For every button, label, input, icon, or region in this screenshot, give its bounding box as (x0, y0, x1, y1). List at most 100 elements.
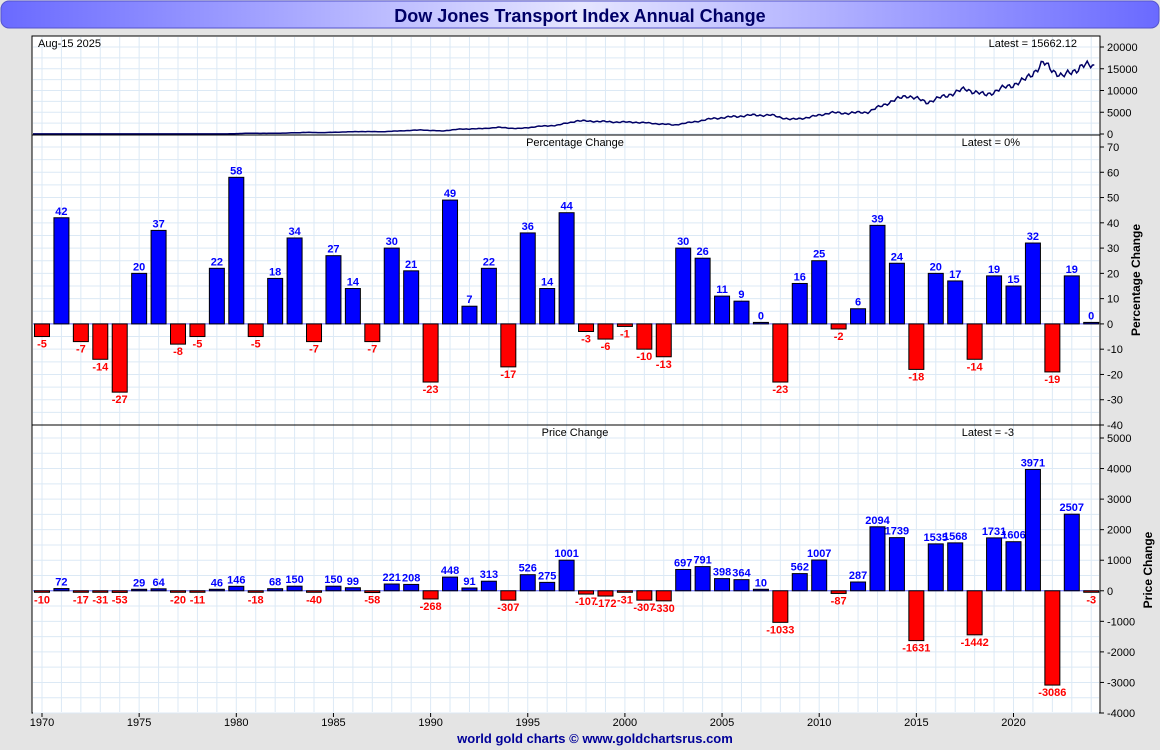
bar (908, 590, 925, 642)
percentage-panel: Percentage Change Latest = 0% Percentage… (33, 137, 1143, 432)
bar (208, 588, 225, 592)
bar (53, 217, 70, 325)
bar-value-label: -7 (76, 344, 86, 356)
y-tick-label: -3000 (1107, 677, 1135, 689)
bar (791, 573, 808, 592)
bar-value-label: 150 (324, 574, 342, 586)
bar-value-label: 791 (693, 555, 711, 567)
y-tick-label: -1000 (1107, 616, 1135, 628)
bar-value-label: 3971 (1021, 457, 1045, 469)
bar (888, 262, 905, 325)
bar-value-label: -40 (306, 594, 322, 606)
price-panel-title: Price Change (542, 427, 609, 439)
y-tick-label: 3000 (1107, 494, 1131, 506)
bar (675, 568, 692, 592)
bar (578, 590, 595, 595)
x-axis: 1970 1975 1980 1985 1990 1995 2000 2005 2010 2015… (30, 713, 1026, 729)
bar-value-label: 16 (794, 271, 806, 283)
bar-value-label: -1631 (902, 643, 930, 655)
bar (286, 237, 303, 325)
bar-value-label: 150 (285, 574, 303, 586)
bar (131, 272, 148, 325)
bar-value-label: 7 (466, 294, 472, 306)
y-tick-label: 2000 (1107, 525, 1131, 537)
price-latest-label: Latest = -3 (962, 427, 1014, 439)
price-panel: Price Change Latest = -3 Price Change 50… (33, 427, 1155, 720)
bar-value-label: 6 (855, 297, 861, 309)
bar (986, 537, 1003, 592)
bar (636, 590, 653, 601)
x-tick-label: 1975 (127, 717, 151, 729)
bar-value-label: -20 (170, 594, 186, 606)
bar-value-label: -172 (594, 598, 616, 610)
x-tick-label: 1980 (224, 717, 248, 729)
bar-value-label: -107 (575, 596, 597, 608)
bar (752, 588, 769, 592)
bar (597, 590, 614, 597)
y-tick-label: 20000 (1107, 42, 1138, 54)
bar (461, 587, 478, 592)
bar (364, 323, 381, 343)
bar (850, 581, 867, 592)
title-bar (0, 0, 1160, 29)
bar (325, 585, 342, 592)
bar (519, 574, 536, 592)
bar-value-label: 9 (738, 289, 744, 301)
bar (811, 260, 828, 325)
bar-value-label: 30 (386, 236, 398, 248)
date-label: Aug-15 2025 (38, 38, 101, 50)
bar (131, 588, 148, 592)
bar-value-label: 24 (891, 251, 904, 263)
bar-value-label: 58 (230, 165, 242, 177)
bar-value-label: -5 (251, 339, 261, 351)
bar (189, 323, 206, 338)
bar (500, 323, 517, 368)
bar (228, 176, 245, 325)
bar-value-label: -13 (656, 359, 672, 371)
bar (791, 282, 808, 325)
bar (597, 323, 614, 340)
y-tick-label: 15000 (1107, 64, 1138, 76)
bar (189, 590, 206, 593)
y-tick-label: 10 (1107, 294, 1119, 306)
bar-value-label: 72 (55, 577, 67, 589)
bar (947, 280, 964, 325)
bar (869, 224, 886, 325)
bar (927, 272, 944, 325)
bar-value-label: -1442 (961, 637, 989, 649)
x-tick-label: 2000 (613, 717, 637, 729)
y-tick-label: 10000 (1107, 86, 1138, 98)
bar (72, 590, 89, 593)
bar (714, 578, 731, 592)
chart-title: Dow Jones Transport Index Annual Change (394, 6, 765, 26)
bar (150, 229, 167, 325)
x-tick-label: 1970 (30, 717, 54, 729)
bar-value-label: 37 (152, 218, 164, 230)
bar-value-label: 29 (133, 577, 145, 589)
bar (422, 323, 439, 383)
bar-value-label: 1568 (943, 531, 967, 543)
bar-value-label: 27 (327, 244, 339, 256)
bar-value-label: -307 (633, 602, 655, 614)
y-tick-label: 70 (1107, 142, 1119, 154)
bar (150, 588, 167, 592)
bar-value-label: 0 (758, 310, 764, 322)
bar (850, 308, 867, 325)
bar (247, 323, 264, 338)
bar-value-label: -330 (653, 603, 675, 615)
bar-value-label: 20 (930, 261, 942, 273)
bar-value-label: 22 (211, 256, 223, 268)
bar-value-label: 1739 (885, 526, 909, 538)
bar-value-label: 30 (677, 236, 689, 248)
bar-value-label: -23 (772, 384, 788, 396)
bar (111, 590, 128, 593)
bar (733, 300, 750, 325)
bar-value-label: -27 (112, 394, 128, 406)
bar-value-label: 14 (347, 277, 360, 289)
bar (947, 542, 964, 592)
bar (830, 323, 847, 330)
bar-value-label: 1731 (982, 526, 1006, 538)
bar-value-label: -14 (967, 361, 984, 373)
bar-value-label: 2507 (1060, 502, 1084, 514)
bar-value-label: -2 (834, 331, 844, 343)
